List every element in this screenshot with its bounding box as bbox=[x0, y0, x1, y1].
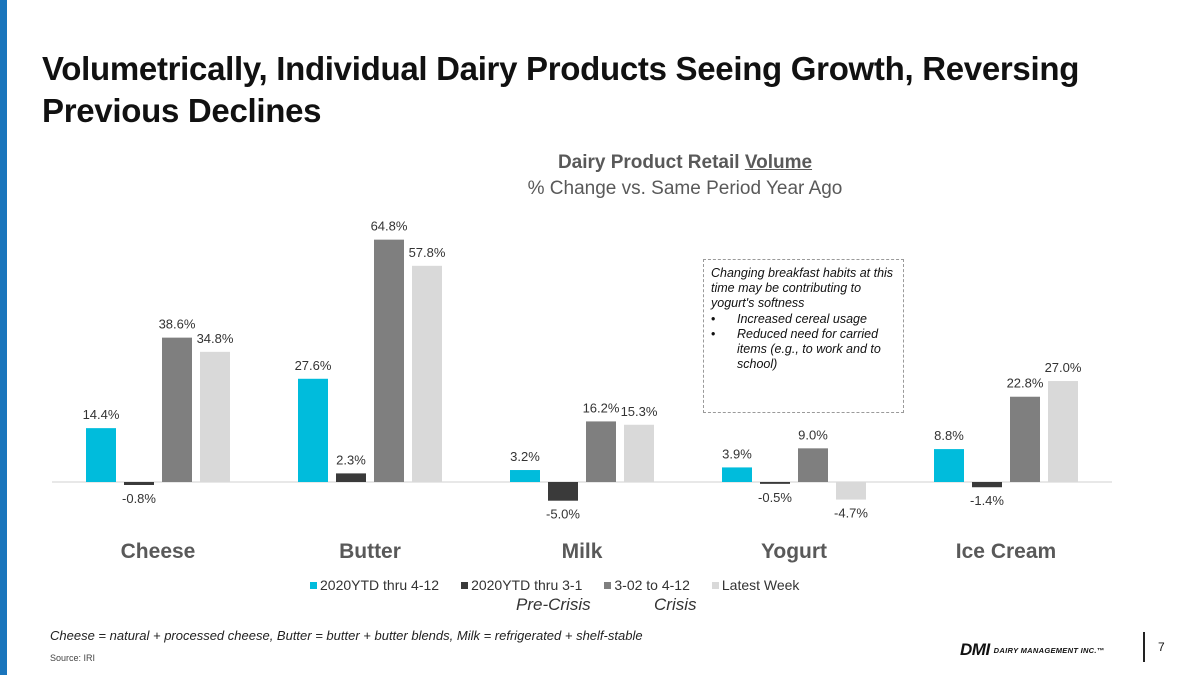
data-label: -1.4% bbox=[970, 493, 1004, 508]
category-label: Ice Cream bbox=[956, 540, 1056, 563]
data-label: 38.6% bbox=[159, 317, 196, 332]
bar bbox=[510, 470, 540, 482]
data-label: 64.8% bbox=[371, 219, 408, 234]
legend-item: 3-02 to 4-12 bbox=[604, 576, 690, 594]
legend-swatch bbox=[310, 581, 317, 589]
bar bbox=[934, 449, 964, 482]
data-label: 8.8% bbox=[934, 428, 964, 443]
bar bbox=[86, 428, 116, 482]
legend-label: 3-02 to 4-12 bbox=[614, 577, 690, 593]
crisis-label: Crisis bbox=[654, 595, 697, 614]
bar bbox=[624, 424, 654, 482]
bullet-mark: • bbox=[711, 327, 716, 341]
bar bbox=[548, 482, 578, 501]
callout-bullet-text: Increased cereal usage bbox=[737, 312, 867, 326]
chart-legend: 2020YTD thru 4-12 2020YTD thru 3-1 3-02 … bbox=[310, 576, 1010, 594]
bar bbox=[336, 473, 366, 482]
source-note: Source: IRI bbox=[50, 653, 96, 663]
callout-bullet-text: Reduced need for carried items (e.g., to… bbox=[737, 327, 881, 371]
pre-crisis-label: Pre-Crisis bbox=[516, 595, 591, 614]
slide-title: Volumetrically, Individual Dairy Product… bbox=[42, 50, 1080, 129]
callout-box: Changing breakfast habits at this time m… bbox=[703, 259, 904, 413]
legend-swatch bbox=[711, 581, 719, 589]
bar bbox=[298, 378, 328, 482]
data-label: 3.2% bbox=[510, 449, 540, 464]
callout-text: Changing breakfast habits at this time m… bbox=[711, 266, 894, 310]
chart-title-prefix: Dairy Product Retail bbox=[557, 152, 745, 173]
bar bbox=[722, 467, 752, 482]
legend-swatch bbox=[461, 581, 469, 589]
data-label: -0.8% bbox=[122, 491, 156, 506]
bar bbox=[1010, 396, 1040, 482]
bar bbox=[972, 482, 1002, 488]
callout-bullet: • Increased cereal usage bbox=[711, 312, 896, 327]
bullet-mark: • bbox=[711, 312, 716, 326]
legend-label: 2020YTD thru 4-12 bbox=[320, 577, 440, 593]
bar bbox=[836, 482, 866, 500]
chart-title-underlined: Volume bbox=[744, 152, 813, 173]
data-label: 3.9% bbox=[722, 446, 752, 461]
bar bbox=[412, 265, 442, 482]
legend-swatch bbox=[604, 581, 612, 589]
legend-item: 2020YTD thru 4-12 bbox=[310, 576, 439, 594]
data-label: -0.5% bbox=[758, 490, 792, 505]
data-label: -4.7% bbox=[834, 506, 868, 521]
bar bbox=[162, 337, 192, 482]
bar bbox=[760, 482, 790, 484]
accent-bar bbox=[0, 0, 7, 675]
footer-divider bbox=[1143, 632, 1145, 662]
legend-label: Latest Week bbox=[721, 577, 800, 593]
footnote: Cheese = natural + processed cheese, But… bbox=[50, 628, 643, 643]
callout-bullet: • Reduced need for carried items (e.g., t… bbox=[711, 327, 896, 372]
data-label: 22.8% bbox=[1007, 376, 1044, 391]
logo-text: DAIRY MANAGEMENT INC.™ bbox=[993, 645, 1105, 655]
dmi-logo: DMI DAIRY MANAGEMENT INC.™ bbox=[960, 640, 1105, 660]
legend-item: Latest Week bbox=[711, 576, 800, 594]
category-label: Cheese bbox=[121, 540, 196, 563]
bar bbox=[1048, 381, 1078, 482]
chart-title: Dairy Product Retail Volume bbox=[300, 152, 1070, 174]
category-label: Yogurt bbox=[761, 540, 827, 563]
bar bbox=[798, 448, 828, 482]
bar bbox=[586, 421, 616, 482]
data-label: 57.8% bbox=[409, 245, 446, 260]
chart-subtitle: % Change vs. Same Period Year Ago bbox=[527, 178, 843, 199]
legend-label: 2020YTD thru 3-1 bbox=[471, 577, 583, 593]
data-label: 27.0% bbox=[1045, 360, 1082, 375]
bar bbox=[374, 239, 404, 482]
bar bbox=[124, 482, 154, 485]
data-label: 14.4% bbox=[83, 407, 120, 422]
data-label: 16.2% bbox=[583, 400, 620, 415]
data-label: 2.3% bbox=[336, 452, 366, 467]
logo-mark: DMI bbox=[960, 640, 990, 659]
category-label: Milk bbox=[562, 540, 603, 563]
category-label: Butter bbox=[339, 540, 401, 563]
page-number: 7 bbox=[1158, 640, 1165, 654]
data-label: 15.3% bbox=[621, 404, 658, 419]
data-label: 27.6% bbox=[295, 358, 332, 373]
bar bbox=[200, 351, 230, 482]
data-label: 9.0% bbox=[798, 427, 828, 442]
data-label: -5.0% bbox=[546, 507, 580, 522]
legend-item: 2020YTD thru 3-1 bbox=[461, 576, 582, 594]
data-label: 34.8% bbox=[197, 331, 234, 346]
